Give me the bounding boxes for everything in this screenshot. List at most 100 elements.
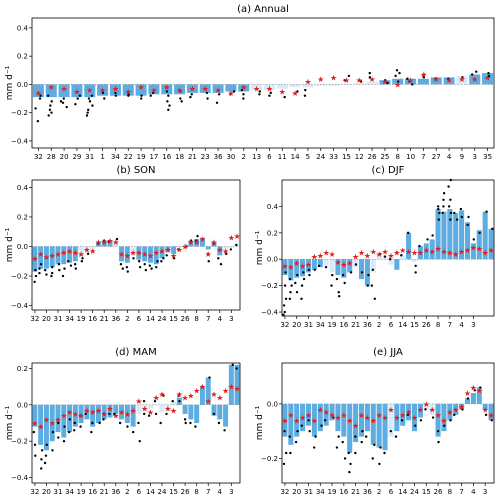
bar <box>353 259 359 268</box>
member-dot <box>317 264 321 268</box>
member-dot <box>38 271 41 275</box>
member-dot <box>308 429 311 433</box>
member-dot <box>341 440 344 444</box>
member-dot <box>176 248 180 251</box>
ensemble-star: ★ <box>484 73 491 82</box>
x-tick-label: 2 <box>125 315 129 323</box>
member-dot <box>59 100 63 103</box>
member-dot <box>491 227 494 231</box>
member-dot <box>361 429 364 433</box>
x-tick-label: 6 <box>389 321 394 329</box>
ensemble-star: ★ <box>205 397 212 406</box>
member-dot <box>101 91 105 95</box>
y-tick-label: 0.0 <box>267 256 278 264</box>
ensemble-star: ★ <box>445 76 452 85</box>
ensemble-star: ★ <box>182 394 189 403</box>
member-dot <box>423 73 426 76</box>
plot-frame <box>281 179 495 317</box>
member-dot <box>217 257 220 260</box>
bar <box>49 404 55 442</box>
x-tick-label: 17 <box>149 153 158 161</box>
bar <box>482 211 488 260</box>
bar <box>447 209 453 260</box>
bar <box>341 403 347 437</box>
ensemble-star: ★ <box>31 419 38 428</box>
x-tick-label: 14 <box>146 488 155 494</box>
ensemble-star: ★ <box>205 250 212 259</box>
member-dot <box>460 215 464 219</box>
member-dot <box>150 267 153 270</box>
member-dot <box>296 273 299 277</box>
member-dot <box>360 440 363 444</box>
member-dot <box>294 440 298 444</box>
member-dot <box>437 205 440 208</box>
bar <box>353 83 365 85</box>
bar <box>130 246 136 256</box>
bar <box>122 84 134 96</box>
ensemble-star: ★ <box>323 408 330 417</box>
ensemble-star: ★ <box>446 408 453 417</box>
ensemble-star: ★ <box>48 83 55 92</box>
ensemble-star: ★ <box>124 251 131 260</box>
x-tick-label: 33 <box>329 153 338 161</box>
ensemble-star: ★ <box>281 416 288 425</box>
x-tick-label: 7 <box>459 488 463 494</box>
y-tick-label: −0.4 <box>261 309 279 317</box>
bar <box>376 253 382 260</box>
member-dot <box>118 421 122 425</box>
member-dot <box>295 291 299 294</box>
member-dot <box>67 260 70 263</box>
bar <box>228 364 234 405</box>
bar <box>411 403 418 432</box>
bar <box>161 84 173 95</box>
bar <box>347 403 353 453</box>
bar <box>323 403 329 426</box>
bar <box>43 246 49 269</box>
member-dot <box>490 419 493 422</box>
member-dot <box>40 467 43 470</box>
member-dot <box>283 95 286 99</box>
bar <box>353 403 359 443</box>
member-dot <box>367 273 370 277</box>
member-dot <box>212 412 216 416</box>
bar <box>294 259 300 278</box>
member-dot <box>461 76 464 79</box>
member-dot <box>406 413 410 417</box>
x-tick-label: 3 <box>229 315 233 323</box>
member-dot <box>283 310 287 314</box>
ensemble-star: ★ <box>420 71 427 80</box>
ensemble-star: ★ <box>299 262 306 271</box>
bar <box>171 401 177 405</box>
bar <box>406 403 412 421</box>
y-tick-label: −0.2 <box>11 109 28 117</box>
ensemble-star: ★ <box>153 394 160 403</box>
bar <box>55 246 61 265</box>
bar <box>55 404 61 433</box>
member-dot <box>57 421 60 425</box>
bar <box>182 243 188 247</box>
member-dot <box>85 114 89 117</box>
x-tick-label: 3 <box>471 321 475 329</box>
member-dot <box>87 108 90 112</box>
bar <box>225 84 237 92</box>
x-tick-label: 13 <box>252 153 261 161</box>
ensemble-star: ★ <box>170 406 177 415</box>
ensemble-star: ★ <box>452 405 459 414</box>
x-tick-label: 8 <box>396 153 400 161</box>
member-dot <box>294 281 297 285</box>
ensemble-star: ★ <box>471 75 478 84</box>
bar <box>58 84 70 98</box>
panel-title: (a) Annual <box>237 4 289 15</box>
member-dot <box>156 260 159 263</box>
bar <box>165 246 171 253</box>
member-dot <box>485 210 488 213</box>
member-dot <box>43 461 47 465</box>
member-dot <box>371 457 374 460</box>
ensemble-star: ★ <box>411 249 418 258</box>
member-dot <box>162 257 165 260</box>
ensemble-star: ★ <box>346 259 353 268</box>
ensemble-star: ★ <box>95 406 102 415</box>
bar <box>370 403 376 445</box>
ensemble-star: ★ <box>364 251 371 260</box>
member-dot <box>303 94 307 97</box>
